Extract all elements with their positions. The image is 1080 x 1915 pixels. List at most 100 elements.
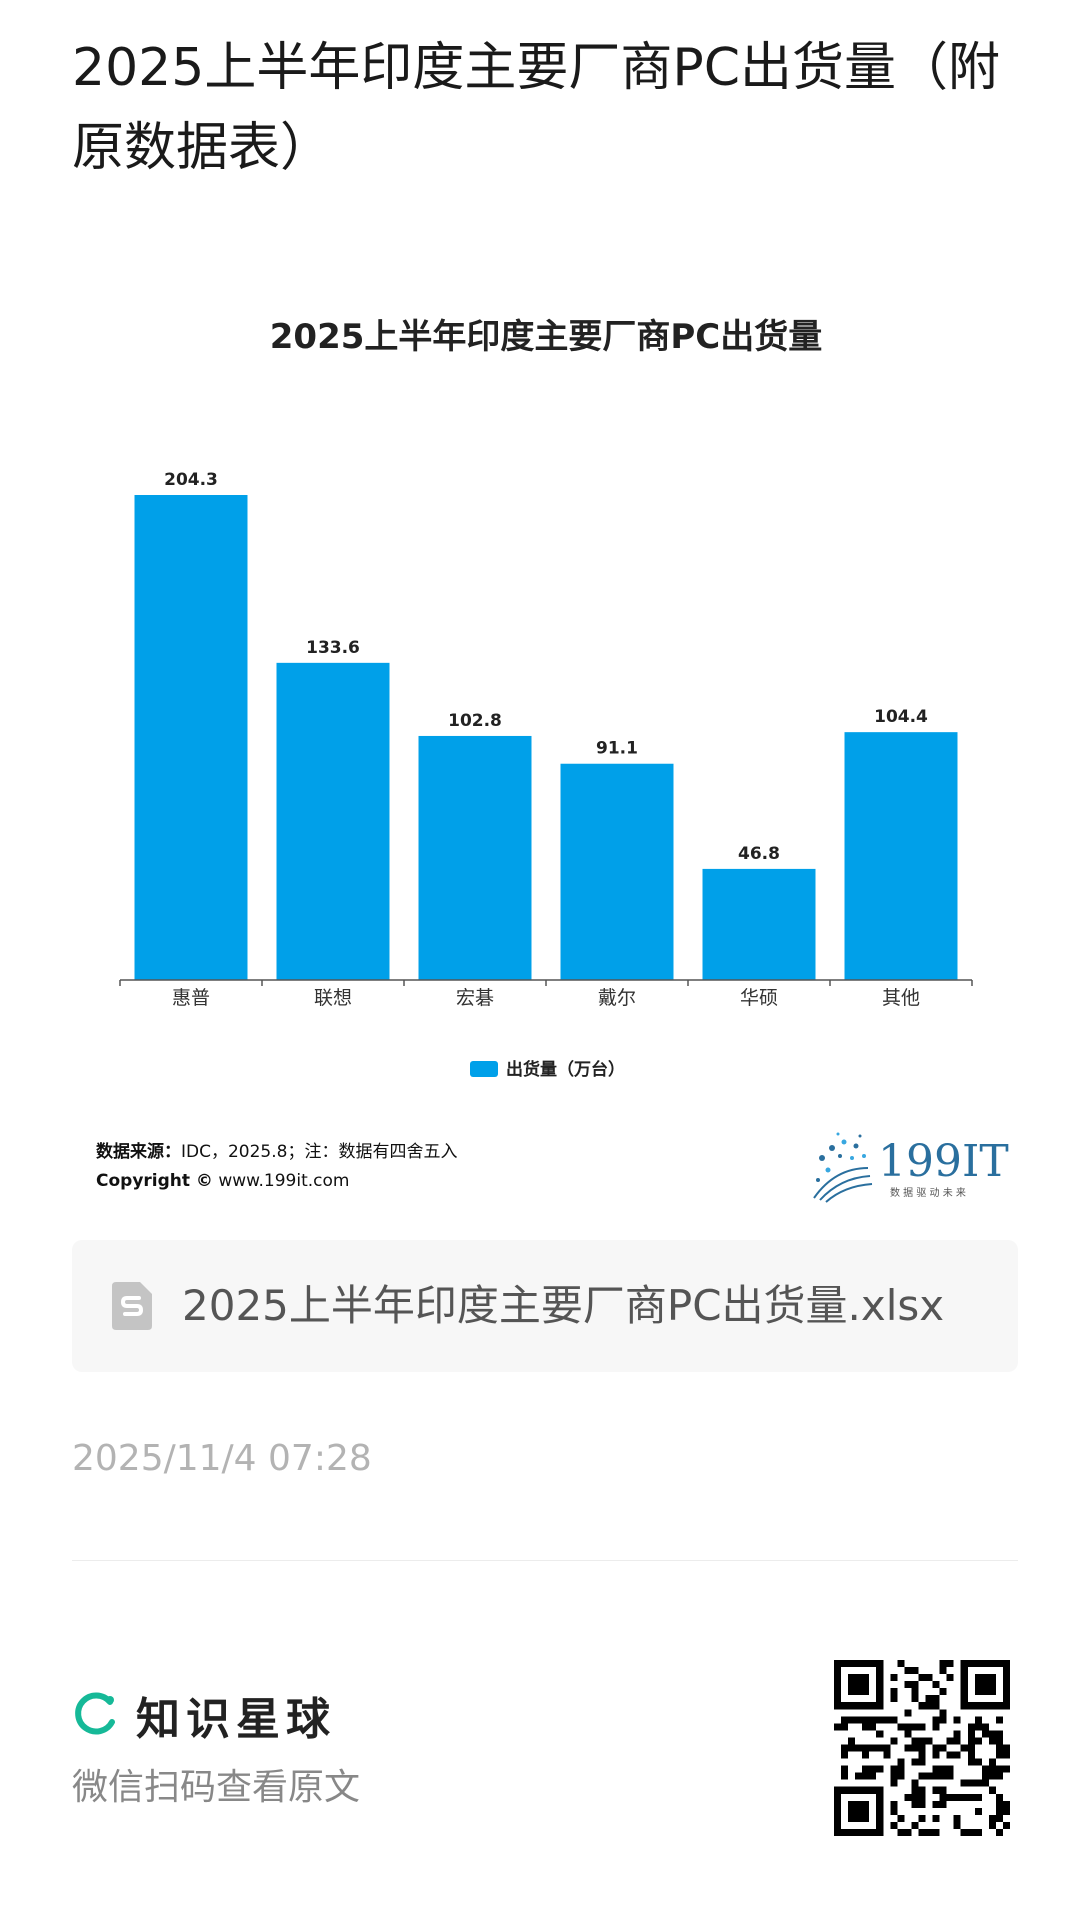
x-tick-label-2: 宏碁 (456, 987, 494, 1009)
x-tick-label-0: 惠普 (172, 987, 210, 1009)
source-block: 数据来源：IDC，2025.8；注：数据有四舍五入 Copyright © ww… (96, 1138, 457, 1196)
attachment-file-name[interactable]: 2025上半年印度主要厂商PC出货量.xlsx (182, 1281, 945, 1330)
qr-module (911, 1779, 919, 1787)
qr-module (974, 1723, 982, 1731)
qr-module (841, 1716, 849, 1724)
qr-module (911, 1737, 919, 1745)
data-label-4: 46.8 (738, 844, 780, 864)
qr-module (841, 1751, 849, 1759)
qr-module (939, 1709, 947, 1717)
qr-module (967, 1744, 975, 1752)
qr-module (946, 1765, 954, 1773)
attachment-card[interactable]: 2025上半年印度主要厂商PC出货量.xlsx (72, 1240, 1018, 1372)
qr-module (890, 1821, 898, 1829)
qr-module (904, 1681, 912, 1689)
qr-code[interactable] (834, 1660, 1010, 1836)
qr-module (869, 1772, 877, 1780)
spreadsheet-file-icon (112, 1282, 152, 1330)
qr-module (967, 1828, 975, 1836)
data-label-5: 104.4 (874, 707, 928, 727)
qr-module (883, 1716, 891, 1724)
qr-module (890, 1716, 898, 1724)
qr-module (995, 1716, 1003, 1724)
qr-module (918, 1702, 926, 1710)
qr-module (953, 1814, 961, 1822)
qr-module (918, 1828, 926, 1836)
qr-module (904, 1744, 912, 1752)
qr-module (897, 1814, 905, 1822)
qr-module (974, 1828, 982, 1836)
divider (72, 1560, 1018, 1561)
qr-module (904, 1793, 912, 1801)
qr-module (890, 1800, 898, 1808)
qr-module (848, 1716, 856, 1724)
qr-module (911, 1744, 919, 1752)
qr-module (904, 1730, 912, 1738)
qr-module (1002, 1765, 1010, 1773)
qr-module (918, 1751, 926, 1759)
qr-module (974, 1779, 982, 1787)
bar-1 (276, 662, 390, 980)
copyright-label: Copyright © (96, 1171, 213, 1191)
qr-module (974, 1737, 982, 1745)
qr-module (848, 1737, 856, 1745)
qr-module (918, 1758, 926, 1766)
qr-module (848, 1674, 870, 1696)
qr-module (960, 1793, 968, 1801)
dandelion-icon (813, 1132, 873, 1203)
qr-module (897, 1660, 905, 1668)
data-label-3: 91.1 (596, 739, 638, 759)
data-label-0: 204.3 (164, 470, 218, 490)
qr-module (939, 1660, 947, 1668)
qr-module (862, 1723, 870, 1731)
qr-module (911, 1688, 919, 1696)
qr-module (862, 1772, 870, 1780)
qr-module (932, 1723, 940, 1731)
qr-module (918, 1772, 926, 1780)
qr-module (918, 1793, 926, 1801)
qr-module (855, 1716, 863, 1724)
qr-module (862, 1765, 870, 1773)
qr-module (918, 1674, 926, 1682)
qr-module (995, 1807, 1003, 1815)
qr-module (904, 1667, 912, 1675)
qr-module (946, 1793, 954, 1801)
qr-module (869, 1716, 877, 1724)
qr-module (925, 1737, 933, 1745)
x-tick-label-1: 联想 (314, 987, 352, 1009)
qr-module (932, 1716, 940, 1724)
qr-module (918, 1744, 926, 1752)
qr-module (953, 1751, 961, 1759)
qr-module (932, 1772, 940, 1780)
planet-ring-icon (75, 1692, 115, 1735)
qr-module (925, 1695, 933, 1703)
qr-module (995, 1793, 1003, 1801)
qr-module (911, 1667, 919, 1675)
qr-module (855, 1772, 863, 1780)
qr-module (848, 1744, 856, 1752)
qr-module (967, 1779, 975, 1787)
qr-module (939, 1688, 947, 1696)
chart-title: 2025上半年印度主要厂商PC出货量 (270, 317, 823, 357)
qr-module (974, 1793, 982, 1801)
qr-module (918, 1814, 926, 1822)
qr-module (981, 1772, 989, 1780)
qr-module (925, 1674, 933, 1682)
qr-module (967, 1751, 975, 1759)
qr-module (988, 1758, 996, 1766)
qr-module (995, 1814, 1003, 1822)
qr-module (841, 1772, 849, 1780)
qr-module (869, 1744, 877, 1752)
page-title: 2025上半年印度主要厂商PC出货量（附原数据表） (72, 38, 1001, 178)
qr-module (981, 1730, 989, 1738)
qr-module (904, 1723, 912, 1731)
qr-module (939, 1800, 947, 1808)
qr-module (932, 1681, 940, 1689)
qr-module (932, 1828, 940, 1836)
qr-module (974, 1674, 996, 1696)
qr-module (855, 1744, 863, 1752)
source-label: 数据来源： (96, 1142, 181, 1162)
qr-module (988, 1814, 996, 1822)
qr-module (918, 1737, 926, 1745)
qr-module (939, 1772, 947, 1780)
